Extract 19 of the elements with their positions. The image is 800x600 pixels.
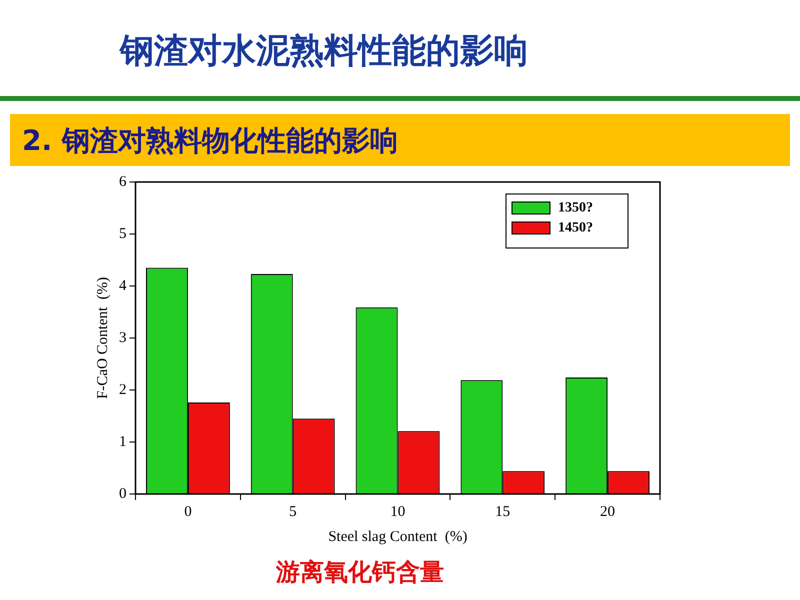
y-tick-label: 5 bbox=[119, 226, 126, 242]
chart-subtitle: 2. 钢渣对熟料物化性能的影响 bbox=[10, 114, 790, 166]
y-axis-title: F-CaO Content (%) bbox=[94, 276, 111, 400]
chart-title: 钢渣对水泥熟料性能的影响 bbox=[120, 30, 528, 73]
text: 游离氧化钙含量 bbox=[274, 557, 445, 588]
y-tick-label: 1 bbox=[119, 434, 126, 450]
y-tick-label: 3 bbox=[119, 330, 126, 346]
x-axis-title: Steel slag Content (%) bbox=[328, 528, 468, 545]
x-tick-label: 20 bbox=[600, 504, 616, 520]
legend-label: 1350? bbox=[558, 200, 593, 216]
x-tick-label: 0 bbox=[184, 504, 192, 520]
y-tick-label: 0 bbox=[119, 486, 126, 502]
y-tick-label: 6 bbox=[119, 174, 127, 190]
x-tick-label: 5 bbox=[289, 504, 297, 520]
y-tick-label: 2 bbox=[119, 382, 126, 398]
y-tick-label: 4 bbox=[119, 278, 127, 294]
legend-label: 1450? bbox=[558, 220, 593, 236]
x-tick-label: 10 bbox=[390, 504, 406, 520]
x-tick-label: 15 bbox=[495, 504, 510, 520]
